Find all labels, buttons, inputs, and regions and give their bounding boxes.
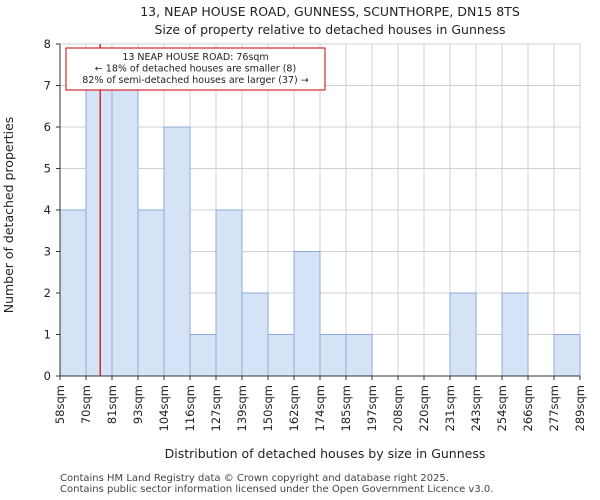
bar (553, 334, 581, 377)
footer-line-1: Contains HM Land Registry data © Crown c… (60, 473, 449, 484)
x-tick-label: 174sqm (313, 385, 327, 431)
x-tick-label: 104sqm (157, 385, 171, 431)
x-tick-labels: 58sqm 70sqm 81sqm 93sqm 104sqm 116sqm 127sqm 13… (53, 376, 587, 431)
bar (215, 209, 243, 377)
chart-subtitle: Size of property relative to detached ho… (154, 22, 505, 37)
x-tick-label: 220sqm (417, 385, 431, 431)
x-tick-label: 266sqm (521, 385, 535, 431)
x-tick-label: 208sqm (391, 385, 405, 431)
bar (59, 209, 87, 377)
chart-title: 13, NEAP HOUSE ROAD, GUNNESS, SCUNTHORPE… (140, 4, 520, 19)
x-tick-label: 197sqm (365, 385, 379, 431)
x-tick-label: 231sqm (443, 385, 457, 431)
annotation-box (65, 47, 326, 91)
bar (241, 292, 269, 377)
y-tick-label: 4 (44, 203, 51, 217)
x-tick-label: 254sqm (495, 385, 509, 431)
x-tick-label: 243sqm (469, 385, 483, 431)
x-tick-label: 162sqm (287, 385, 301, 431)
x-tick-label: 58sqm (53, 385, 67, 424)
y-tick-label: 2 (44, 286, 51, 300)
bar (345, 334, 373, 377)
annotation-line: ← 18% of detached houses are smaller (8) (95, 64, 296, 75)
bar (267, 334, 295, 377)
bar (449, 292, 477, 377)
bars-group (59, 85, 581, 377)
y-tick-labels: 0 1 2 3 4 5 6 7 8 (44, 37, 60, 383)
y-tick-label: 5 (44, 162, 51, 176)
x-tick-label: 139sqm (235, 385, 249, 431)
bar (111, 85, 139, 377)
bar (189, 334, 217, 377)
bar (501, 292, 529, 377)
annotation-line: 82% of semi-detached houses are larger (… (82, 75, 309, 86)
x-tick-label: 150sqm (261, 385, 275, 431)
y-tick-label: 1 (44, 328, 51, 342)
x-tick-label: 277sqm (547, 385, 561, 431)
x-tick-label: 289sqm (573, 385, 587, 431)
x-tick-label: 127sqm (209, 385, 223, 431)
bar (293, 251, 321, 377)
bar (85, 85, 113, 377)
footer-line-2: Contains public sector information licen… (60, 484, 494, 495)
y-axis-label: Number of detached properties (1, 117, 16, 314)
y-tick-label: 3 (44, 245, 51, 259)
bar (319, 334, 347, 377)
x-tick-label: 70sqm (79, 385, 93, 424)
x-axis-label: Distribution of detached houses by size … (165, 446, 486, 461)
y-tick-label: 8 (44, 37, 51, 51)
x-tick-label: 185sqm (339, 385, 353, 431)
bar (163, 126, 191, 377)
x-tick-label: 93sqm (131, 385, 145, 424)
annotation-line: 13 NEAP HOUSE ROAD: 76sqm (122, 52, 268, 63)
y-tick-label: 0 (44, 369, 51, 383)
y-tick-label: 6 (44, 120, 51, 134)
bar (137, 209, 165, 377)
property-marker: 13 NEAP HOUSE ROAD: 76sqm← 18% of detach… (65, 44, 326, 376)
y-tick-label: 7 (44, 79, 51, 93)
x-tick-label: 81sqm (105, 385, 119, 424)
x-tick-label: 116sqm (183, 385, 197, 431)
